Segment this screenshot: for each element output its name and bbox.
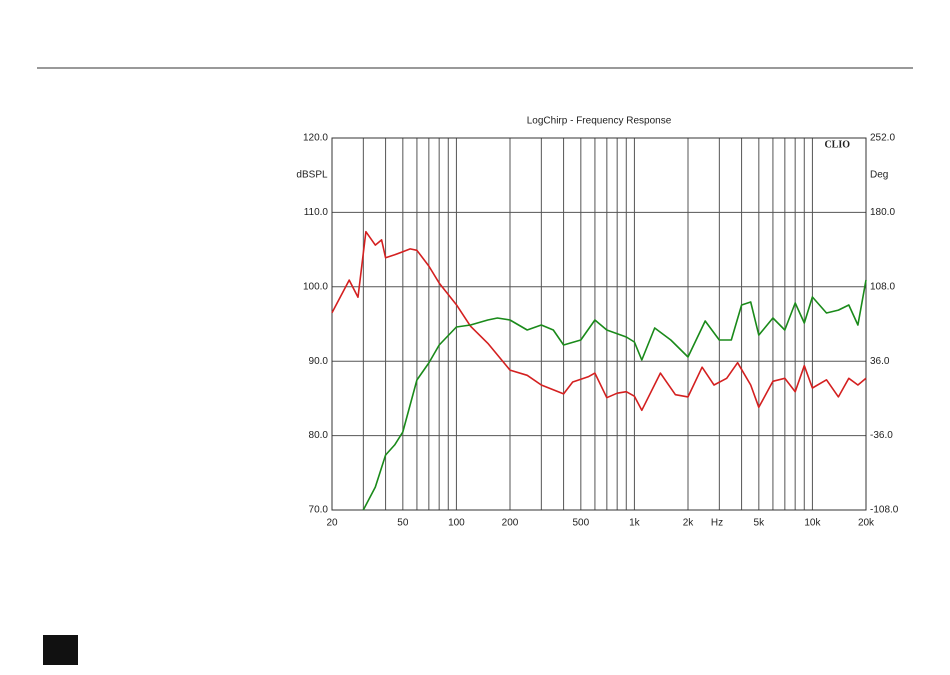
y2-tick-label: 252.0 [870, 133, 895, 144]
y-tick-label: 70.0 [309, 505, 329, 516]
x-tick-label: 5k [754, 518, 766, 529]
y2-axis-label: Deg [870, 170, 888, 181]
x-tick-label: 100 [448, 518, 465, 529]
page-marker [43, 635, 78, 665]
y-tick-label: 100.0 [303, 281, 328, 292]
chart-title: LogChirp - Frequency Response [527, 116, 672, 127]
y2-tick-label: 36.0 [870, 356, 890, 367]
y-tick-label: 110.0 [304, 207, 329, 218]
y2-tick-label: 180.0 [870, 207, 895, 218]
x-tick-label: 2k [683, 518, 695, 529]
data-line [331, 230, 867, 412]
y2-tick-label: -108.0 [870, 505, 899, 516]
plot-frame [331, 137, 867, 511]
y-axis-label: dBSPL [296, 170, 328, 181]
data-line [362, 279, 867, 511]
badge: CLIO [824, 139, 850, 150]
y-tick-label: 120.0 [303, 133, 328, 144]
x-tick-label: 50 [397, 518, 409, 529]
y2-tick-label: 108.0 [870, 281, 895, 292]
x-axis-label: Hz [711, 518, 723, 529]
y-tick-label: 80.0 [309, 430, 329, 441]
x-tick-label: 20 [326, 518, 338, 529]
x-tick-label: 1k [629, 518, 641, 529]
x-tick-label: 200 [502, 518, 519, 529]
y2-tick-label: -36.0 [870, 430, 893, 441]
x-tick-label: 20k [858, 518, 875, 529]
x-tick-label: 10k [804, 518, 821, 529]
x-tick-label: 500 [572, 518, 589, 529]
y-tick-label: 90.0 [309, 356, 329, 367]
